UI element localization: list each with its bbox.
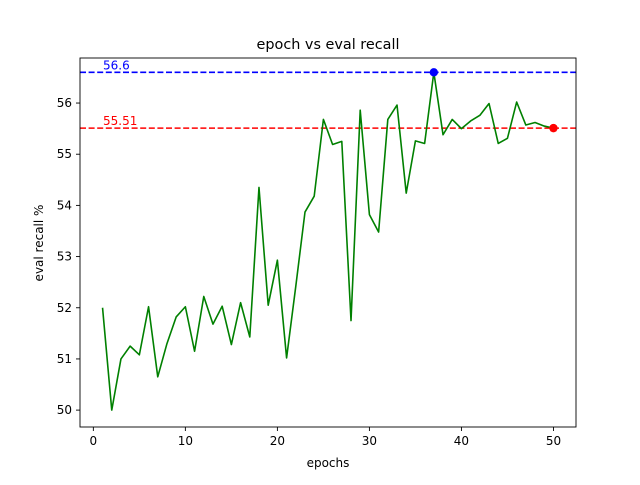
y-tick-label-4: 54 (57, 198, 72, 212)
x-axis-label: epochs (307, 456, 350, 470)
marker-point-1 (549, 124, 557, 132)
x-tick-label-1: 10 (178, 434, 193, 448)
y-tick-label-3: 53 (57, 250, 72, 264)
y-tick-label-1: 51 (57, 352, 72, 366)
x-tick-label-0: 0 (90, 434, 98, 448)
marker-point-0 (430, 68, 438, 76)
y-tick-label-2: 52 (57, 301, 72, 315)
x-tick-label-5: 50 (546, 434, 561, 448)
y-tick-label-0: 50 (57, 403, 72, 417)
y-tick-label-5: 55 (57, 147, 72, 161)
x-tick-label-4: 40 (454, 434, 469, 448)
x-tick-label-2: 20 (270, 434, 285, 448)
reference-line-label-1: 55.51 (103, 114, 137, 128)
chart-title: epoch vs eval recall (257, 37, 400, 53)
reference-line-label-0: 56.6 (103, 58, 130, 72)
y-axis-label: eval recall % (32, 205, 46, 282)
x-tick-label-3: 30 (362, 434, 377, 448)
y-tick-label-6: 56 (57, 96, 72, 110)
